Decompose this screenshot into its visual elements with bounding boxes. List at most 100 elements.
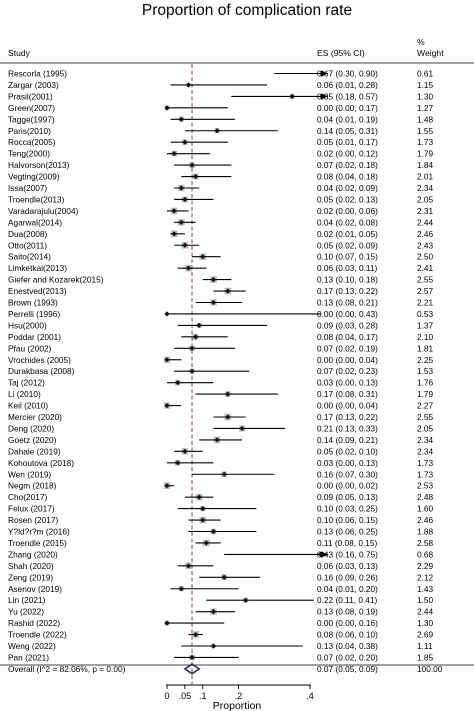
ci-arrow [320,551,328,558]
point-estimate [185,82,192,88]
study-label: Troendle (2015) [8,538,67,548]
study-weight: 2.58 [417,538,434,548]
study-weight: 2.46 [417,515,434,525]
point-estimate [225,288,231,294]
study-label: Rescorla (1995) [8,69,67,79]
study-es-ci: 0.09 (0.03, 0.28) [317,320,378,330]
study-es-ci: 0.04 (0.01, 0.19) [317,114,378,124]
overall-label: Overall (I^2 = 82.06%, p = 0.00) [8,664,126,674]
study-label: Negm (2018) [8,481,57,491]
point-estimate [185,265,192,271]
study-weight: 1.30 [417,618,434,628]
study-label: Teng(2000) [8,149,50,159]
point-estimate [200,254,206,260]
study-label: Otto(2011) [8,240,47,250]
study-weight: 1.85 [417,652,434,662]
study-row: Rashid (2022) 0.00 (0.00, 0.16) 1.30 [8,618,434,628]
study-row: Giefer and Kozarek(2015) 0.13 (0.10, 0.18… [8,275,434,285]
study-weight: 1.11 [417,641,433,651]
point-estimate [243,597,249,603]
point-estimate [182,448,188,454]
overall-weight: 100.00 [417,664,443,674]
study-weight: 2.34 [417,435,434,445]
study-weight: 1.73 [417,469,434,479]
point-estimate [189,368,195,374]
study-weight: 1.73 [417,458,434,468]
study-weight: 1.50 [417,595,434,605]
study-label: Cho(2017) [8,492,47,502]
study-label: Vrochides (2005) [8,355,71,365]
study-column-header: Study [8,48,31,58]
study-weight: 1.15 [417,80,434,90]
study-row: Zeng (2019) 0.16 (0.09, 0.26) 2.12 [8,572,434,582]
study-row: Saito(2014) 0.10 (0.07, 0.15) 2.50 [8,252,434,262]
point-estimate [193,631,199,638]
study-row: Rescorla (1995) 0.67 (0.30, 0.90) 0.61 [8,69,434,79]
study-weight: 1.79 [417,149,434,159]
study-row: Taj (2012) 0.03 (0.00, 0.13) 1.76 [8,378,434,388]
study-label: Halvorson(2013) [8,160,70,170]
point-estimate [164,620,170,626]
point-estimate [196,494,202,500]
study-row: Halvorson(2013) 0.07 (0.02, 0.18) 1.84 [8,160,434,170]
study-label: Lin (2021) [8,595,46,605]
study-row: Kohoutova (2018) 0.03 (0.00, 0.13) 1.73 [8,458,434,468]
point-estimate [182,242,188,248]
point-estimate [225,414,231,420]
study-label: Pan (2021) [8,652,49,662]
point-estimate [189,654,195,661]
point-estimate [164,357,170,363]
study-label: Green(2007) [8,103,55,113]
point-estimate [200,506,206,512]
study-row: Zhang (2020) 0.43 (0.16, 0.75) 0.68 [8,549,434,559]
study-row: Varadarajulu(2004) 0.02 (0.00, 0.06) 2.31 [8,206,434,216]
study-row: Pfau (2002) 0.07 (0.02, 0.19) 1.81 [8,343,434,353]
study-label: Dahale (2019) [8,446,61,456]
study-label: Yu (2022) [8,607,44,617]
study-row: Shah (2020) 0.06 (0.03, 0.13) 2.29 [8,561,434,571]
study-es-ci: 0.00 (0.00, 0.43) [317,309,378,319]
study-es-ci: 0.06 (0.03, 0.11) [317,263,378,273]
point-estimate [225,391,231,397]
study-label: Limketkai(2013) [8,263,67,273]
point-estimate [171,231,177,237]
study-weight: 0.53 [417,309,434,319]
study-es-ci: 0.00 (0.00, 0.02) [317,481,378,491]
study-es-ci: 0.07 (0.02, 0.18) [317,160,378,170]
study-es-ci: 0.08 (0.06, 0.10) [317,630,378,640]
study-weight: 1.27 [417,103,434,113]
study-label: Durakbasa (2008) [8,366,75,376]
study-row: Weng (2022) 0.13 (0.04, 0.38) 1.11 [8,641,433,651]
study-es-ci: 0.04 (0.02, 0.09) [317,183,378,193]
study-row: Pan (2021) 0.07 (0.02, 0.20) 1.85 [8,652,434,662]
study-es-ci: 0.03 (0.00, 0.13) [317,458,378,468]
study-label: Shah (2020) [8,561,54,571]
study-es-ci: 0.00 (0.00, 0.16) [317,618,378,628]
study-row: Asenov (2019) 0.04 (0.01, 0.20) 1.43 [8,584,434,594]
study-es-ci: 0.10 (0.03, 0.25) [317,504,378,514]
point-estimate [182,139,188,145]
study-weight: 1.88 [417,527,434,537]
study-row: Rosen (2017) 0.10 (0.06, 0.15) 2.46 [8,515,434,525]
study-weight: 1.48 [417,114,434,124]
study-weight: 1.53 [417,366,434,376]
weight-column-header-line2: Weight [417,48,444,58]
es-column-header: ES (95% CI) [317,48,365,58]
study-es-ci: 0.11 (0.08, 0.15) [317,538,378,548]
study-es-ci: 0.08 (0.04, 0.18) [317,172,378,182]
study-weight: 1.55 [417,126,434,136]
study-rows: Rescorla (1995) 0.67 (0.30, 0.90) 0.61Zarg… [8,69,434,663]
study-es-ci: 0.06 (0.03, 0.13) [317,561,378,571]
study-es-ci: 0.43 (0.16, 0.75) [317,549,378,559]
study-es-ci: 0.17 (0.08, 0.31) [317,389,378,399]
study-weight: 2.01 [417,172,434,182]
study-row: Wen (2019) 0.16 (0.07, 0.30) 1.73 [8,469,434,479]
study-label: Poddar (2001) [8,332,61,342]
study-es-ci: 0.02 (0.00, 0.06) [317,206,378,216]
study-label: Zargar (2003) [8,80,59,90]
point-estimate [164,311,170,317]
x-tick-label: .05 [179,691,192,701]
study-weight: 2.69 [417,630,434,640]
study-weight: 2.46 [417,229,434,239]
